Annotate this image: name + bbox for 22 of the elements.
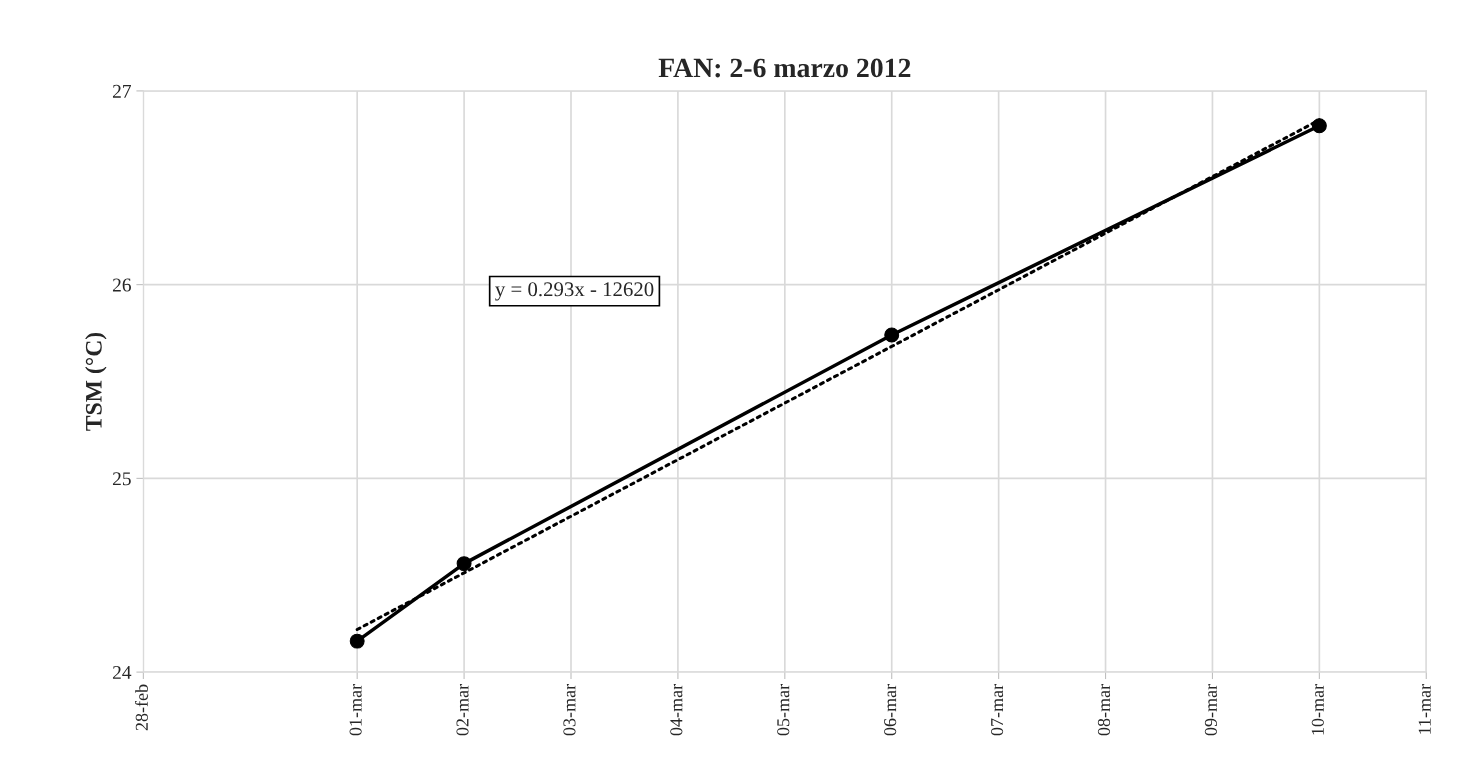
x-tick-label: 07-mar — [990, 684, 1004, 736]
x-tick-label: 06-mar — [884, 684, 897, 736]
point — [884, 327, 900, 343]
y-tick-label: 24 — [112, 665, 132, 679]
annotation: y = 0.293x - 12620 — [495, 282, 654, 301]
point — [456, 556, 472, 572]
x-tick-label: 09-mar — [1204, 684, 1217, 736]
x-tick-label: 28-feb — [135, 684, 148, 731]
x-tick-label: 03-mar — [563, 684, 576, 736]
y-tick-label: 26 — [112, 278, 131, 292]
x-tick-label: 10-mar — [1311, 684, 1324, 735]
x-tick-label: 01-mar — [349, 684, 362, 736]
y-tick-label: 27 — [112, 84, 131, 98]
x-tick-label: 04-mar — [670, 684, 683, 736]
chart-title: FAN: 2-6 marzo 2012 — [658, 58, 911, 78]
y-axis-title: TSM (°C) — [85, 332, 107, 431]
x-tick-label: 08-mar — [1097, 684, 1111, 736]
x-tick-label: 11-mar — [1418, 684, 1431, 734]
x-tick-label: 05-mar — [777, 684, 790, 736]
point — [349, 633, 365, 649]
y-tick-label: 25 — [112, 472, 131, 486]
x-tick-label: 02-mar — [456, 684, 469, 736]
